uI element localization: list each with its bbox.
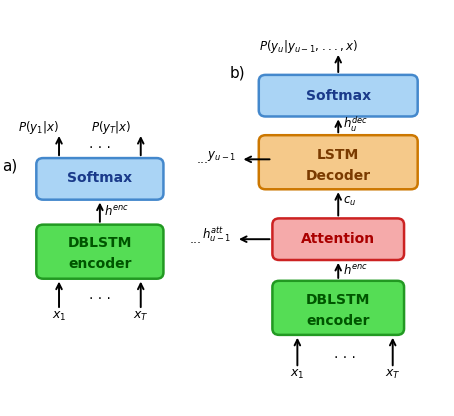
- Text: encoder: encoder: [306, 314, 370, 328]
- FancyBboxPatch shape: [36, 225, 163, 279]
- Text: Softmax: Softmax: [306, 89, 371, 103]
- Text: Softmax: Softmax: [67, 171, 133, 185]
- Text: $x_1$: $x_1$: [52, 310, 66, 323]
- FancyBboxPatch shape: [272, 218, 404, 260]
- Text: $P(y_u|y_{u-1}, ..., x)$: $P(y_u|y_{u-1}, ..., x)$: [259, 38, 357, 55]
- Text: ...: ...: [197, 153, 209, 166]
- Text: . . .: . . .: [334, 347, 356, 362]
- FancyBboxPatch shape: [272, 281, 404, 335]
- Text: Decoder: Decoder: [306, 168, 371, 183]
- Text: $h^{enc}$: $h^{enc}$: [343, 262, 368, 277]
- Text: . . .: . . .: [89, 288, 111, 302]
- Text: $x_T$: $x_T$: [133, 310, 148, 323]
- FancyBboxPatch shape: [259, 75, 418, 116]
- Text: a): a): [2, 159, 18, 174]
- Text: DBLSTM: DBLSTM: [306, 293, 370, 307]
- Text: Attention: Attention: [301, 232, 375, 246]
- Text: ...: ...: [190, 233, 202, 246]
- Text: $h_u^{dec}$: $h_u^{dec}$: [343, 115, 368, 134]
- Text: $c_u$: $c_u$: [343, 195, 356, 208]
- Text: $P(y_T|x)$: $P(y_T|x)$: [91, 119, 131, 136]
- Text: LSTM: LSTM: [317, 148, 360, 162]
- FancyBboxPatch shape: [36, 158, 163, 200]
- Text: b): b): [229, 65, 245, 80]
- Text: $h_{u-1}^{att}$: $h_{u-1}^{att}$: [202, 225, 232, 245]
- Text: $x_T$: $x_T$: [385, 368, 400, 381]
- Text: $x_1$: $x_1$: [290, 368, 305, 381]
- Text: $y_{u-1}$: $y_{u-1}$: [207, 149, 236, 163]
- Text: DBLSTM: DBLSTM: [68, 236, 132, 250]
- Text: encoder: encoder: [68, 257, 132, 271]
- Text: . . .: . . .: [89, 136, 111, 151]
- Text: $P(y_1|x)$: $P(y_1|x)$: [18, 119, 59, 136]
- FancyBboxPatch shape: [259, 135, 418, 189]
- Text: $h^{enc}$: $h^{enc}$: [104, 204, 129, 218]
